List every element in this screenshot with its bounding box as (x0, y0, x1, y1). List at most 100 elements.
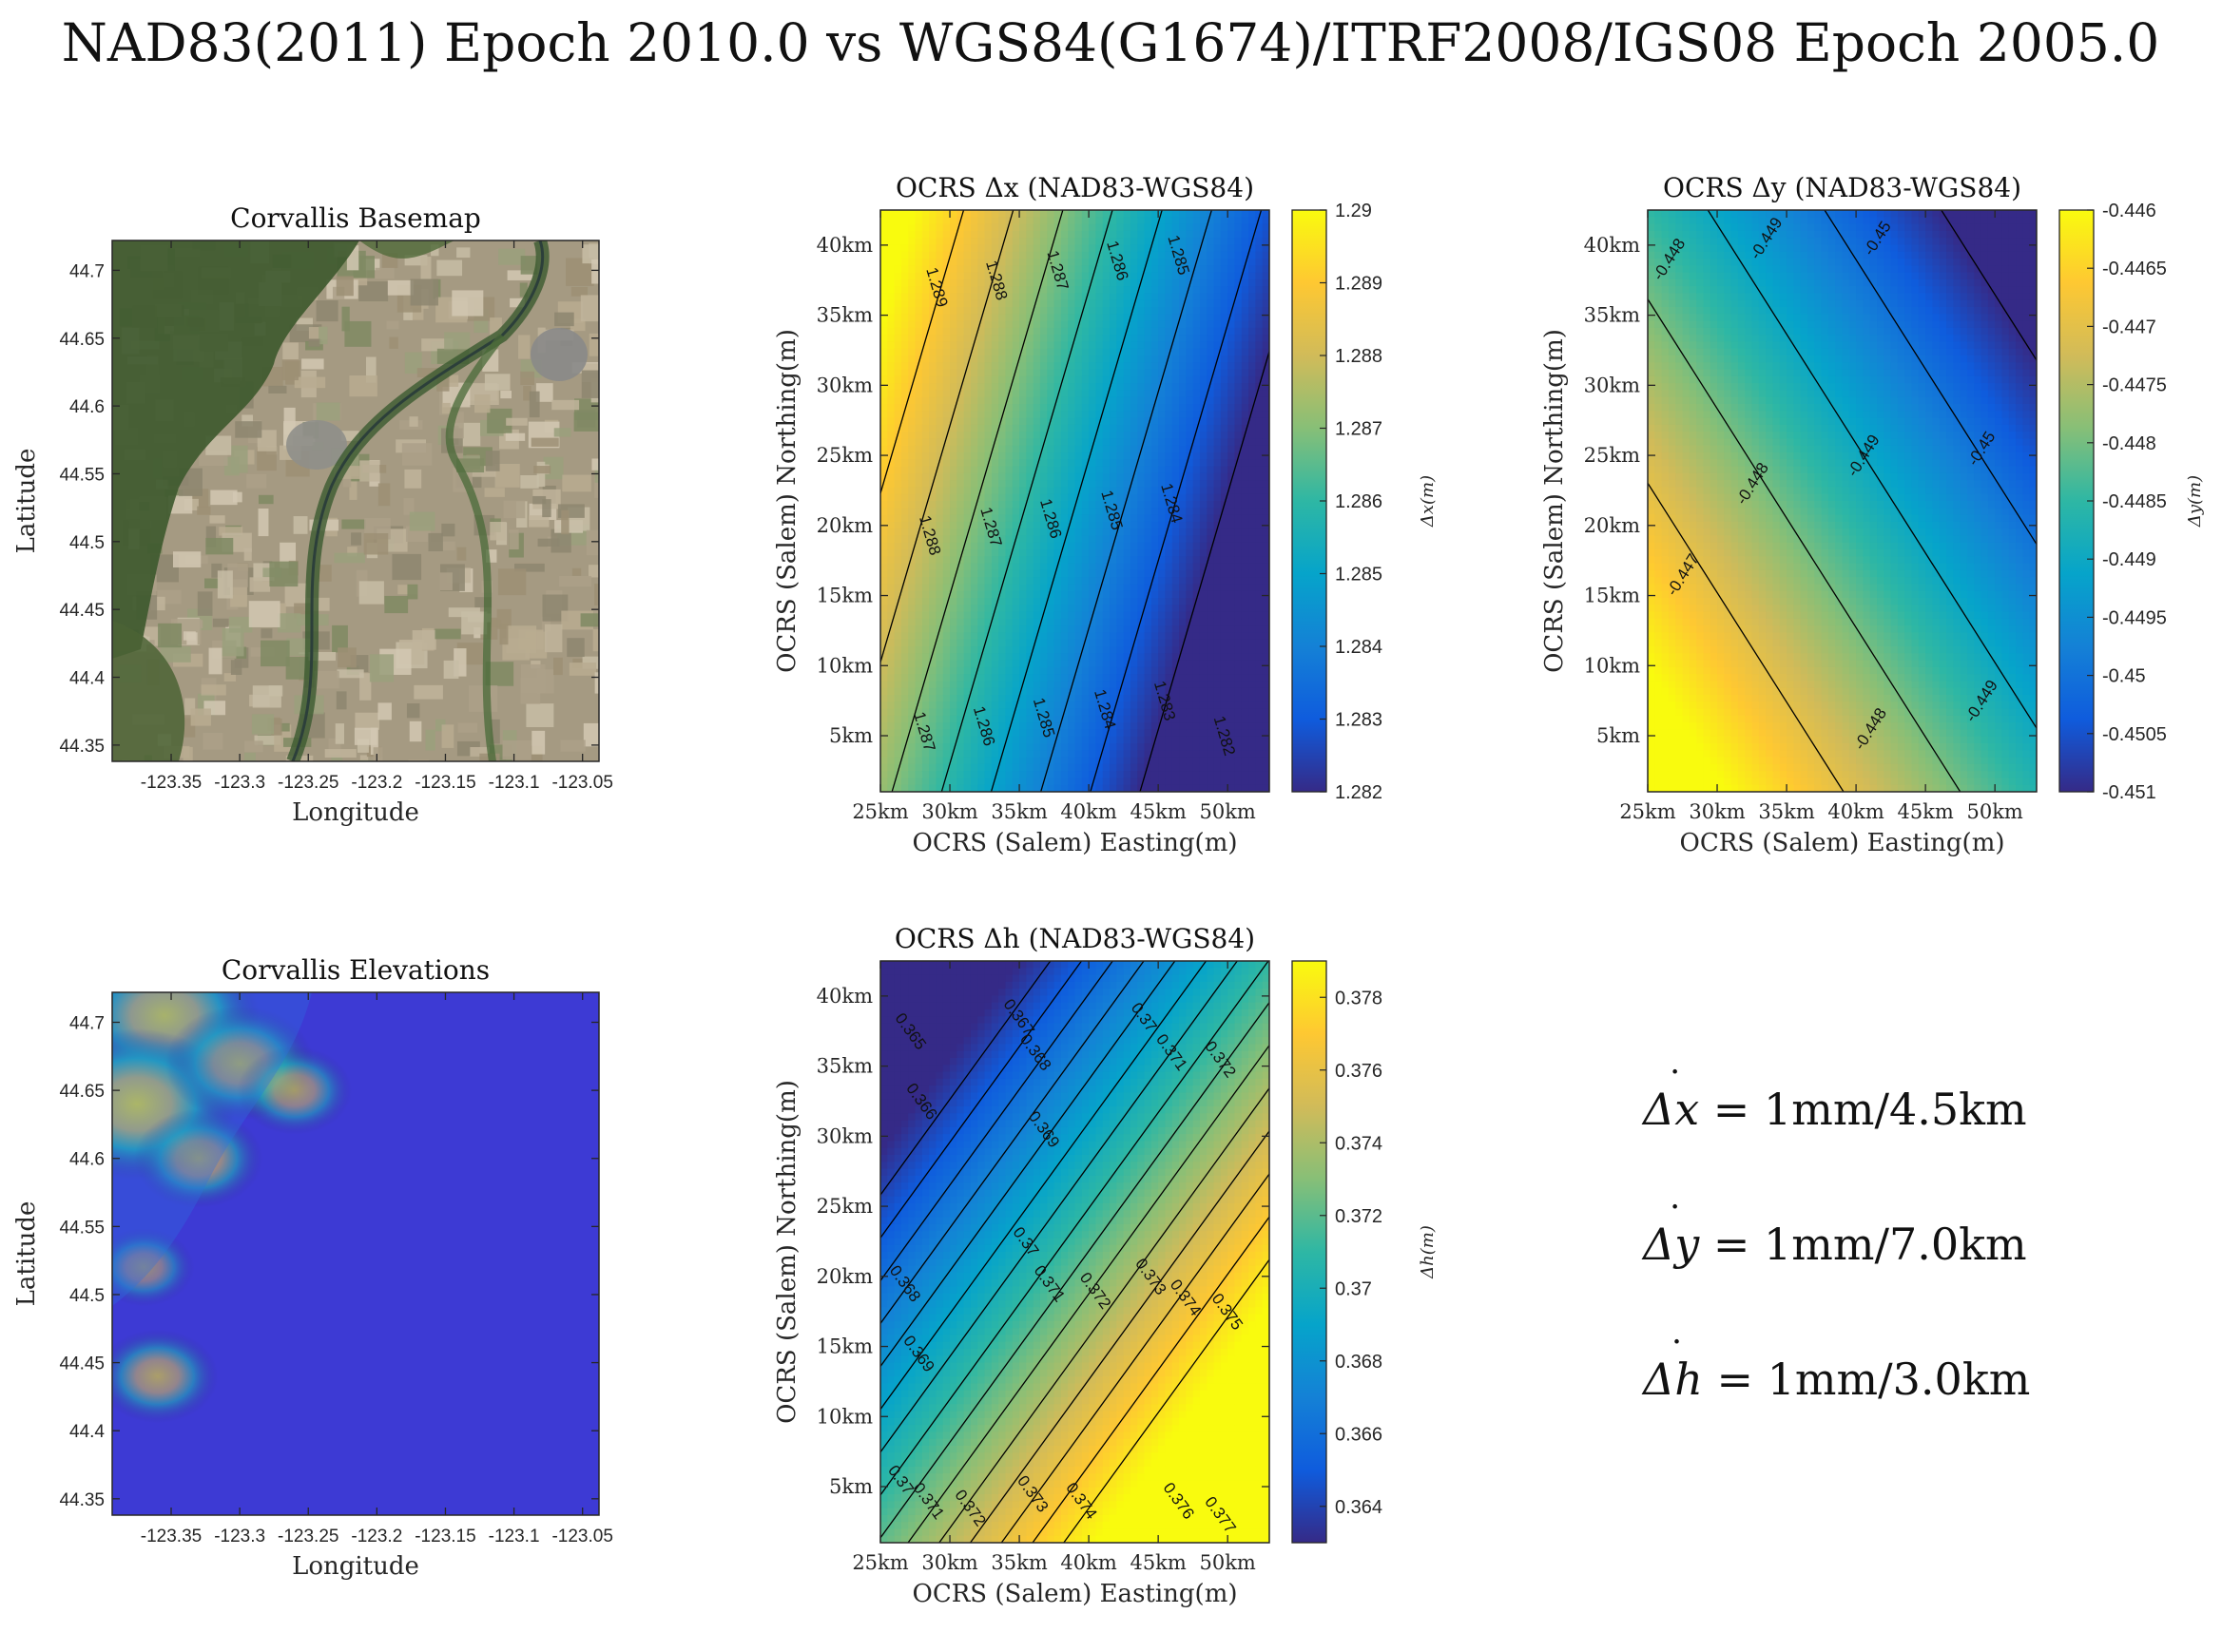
dx-heat-cell (1039, 743, 1048, 751)
dx-heat-cell (1234, 666, 1243, 675)
dx-heat-cell (1144, 472, 1152, 481)
dx-heat-cell (880, 480, 888, 489)
dx-heat-cell (942, 487, 951, 495)
dx-heat-cell (1089, 348, 1097, 356)
dx-heat-cell (1207, 438, 1215, 447)
dx-heat-cell (1130, 763, 1138, 772)
basemap-field (456, 547, 467, 561)
dx-heat-cell (963, 299, 972, 308)
dx-heat-cell (908, 763, 917, 772)
dx-heat-cell (1192, 480, 1201, 489)
basemap-field (537, 538, 560, 547)
dx-heat-cell (1102, 459, 1111, 468)
dx-heat-cell (1060, 771, 1069, 779)
dx-heat-cell (963, 508, 972, 516)
dx-heat-cell (1005, 230, 1014, 239)
dx-heat-cell (1137, 493, 1146, 502)
dx-heat-cell (1192, 286, 1201, 295)
dx-heat-cell (1095, 383, 1104, 392)
dx-heat-cell (1158, 279, 1167, 287)
dx-heat-cell (942, 639, 951, 647)
dx-heat-cell (1116, 646, 1125, 654)
dx-heat-cell (1039, 362, 1048, 371)
dx-heat-cell (1060, 445, 1069, 453)
dx-heat-cell (1026, 681, 1034, 689)
dx-heat-cell (991, 404, 999, 412)
dx-heat-cell (1116, 639, 1125, 647)
dx-heat-cell (942, 355, 951, 363)
elevations-xtick-label: -123.25 (278, 1527, 338, 1546)
dx-heat-cell (942, 708, 951, 717)
dx-heat-cell (984, 598, 993, 605)
dx-heat-cell (1186, 487, 1194, 495)
basemap-field (294, 376, 326, 389)
dx-heat-cell (1053, 778, 1062, 786)
dx-heat-cell (1060, 272, 1069, 280)
dx-heat-cell (942, 223, 951, 232)
dx-heat-cell (977, 355, 986, 363)
dx-heat-cell (1047, 244, 1055, 253)
dx-heat-cell (950, 210, 957, 218)
dx-heat-cell (970, 666, 978, 675)
dx-heat-cell (1074, 355, 1083, 363)
dx-heat-cell (1012, 217, 1020, 225)
dx-heat-cell (1005, 251, 1014, 259)
basemap-field (205, 526, 217, 547)
dx-heat-cell (963, 556, 972, 565)
dx-heat-cell (1144, 681, 1152, 689)
dx-heat-cell (1123, 293, 1131, 301)
dx-heat-cell (1110, 466, 1117, 474)
dx-heat-cell (915, 521, 923, 529)
dx-heat-cell (942, 375, 951, 384)
dx-heat-cell (1186, 472, 1194, 481)
dx-heat-cell (998, 708, 1007, 717)
dx-heat-cell (963, 259, 972, 266)
dx-heat-cell (1005, 542, 1014, 550)
dx-heat-cell (921, 715, 930, 723)
dx-heat-cell (1068, 307, 1076, 315)
basemap-ytick-label: 44.45 (59, 601, 105, 621)
dx-heat-cell (956, 687, 965, 696)
dx-heat-cell (1207, 521, 1215, 529)
dx-heat-cell (1220, 757, 1228, 765)
dx-heat-cell (1033, 445, 1041, 453)
dx-heat-cell (991, 383, 999, 392)
dx-heat-cell (1234, 210, 1243, 218)
dx-heat-cell (1110, 452, 1117, 460)
dx-heat-cell (1137, 605, 1146, 613)
dx-heat-cell (1060, 279, 1069, 287)
dx-heat-cell (900, 778, 909, 786)
dx-heat-cell (1116, 383, 1125, 392)
dx-heat-cell (1199, 272, 1208, 280)
dx-heat-cell (998, 355, 1007, 363)
dx-heat-cell (1199, 341, 1208, 350)
dx-heat-cell (1220, 487, 1228, 495)
dx-heat-cell (1137, 251, 1146, 259)
dx-heat-cell (921, 272, 930, 280)
dx-heat-cell (950, 653, 957, 662)
basemap-field (268, 685, 283, 697)
dx-heat-cell (1110, 223, 1117, 232)
dx-heat-cell (1165, 528, 1173, 537)
dx-heat-cell (970, 299, 978, 308)
basemap-xtick-label: -123.35 (141, 773, 202, 793)
dx-heat-cell (887, 244, 896, 253)
dx-heat-cell (956, 223, 965, 232)
basemap-field (503, 500, 526, 519)
dx-heat-cell (936, 778, 944, 786)
dx-heat-cell (921, 542, 930, 550)
dx-heat-cell (950, 666, 957, 675)
dx-heat-cell (880, 666, 888, 675)
dx-heat-cell (1019, 493, 1027, 502)
dx-heat-cell (977, 743, 986, 751)
dx-heat-cell (1081, 424, 1090, 432)
dx-heat-cell (984, 556, 993, 565)
dx-heat-cell (1005, 625, 1014, 634)
dx-heat-cell (894, 265, 902, 274)
dx-heat-cell (1150, 335, 1159, 343)
dx-heat-cell (1089, 549, 1097, 557)
dx-heat-cell (1026, 701, 1034, 710)
dx-heat-cell (1095, 528, 1104, 537)
basemap-ytick-label: 44.6 (69, 397, 105, 417)
dx-heat-cell (1199, 210, 1208, 218)
